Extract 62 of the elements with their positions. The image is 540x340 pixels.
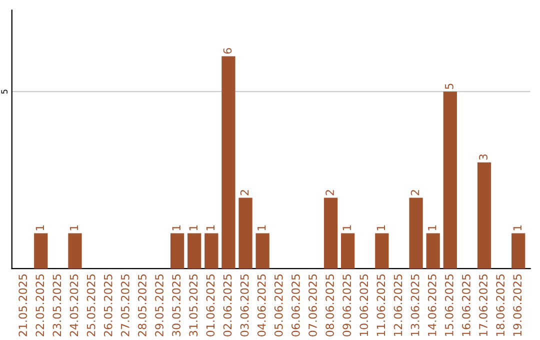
x-tick-label: 07.06.2025 — [308, 274, 317, 336]
bar — [340, 233, 355, 269]
bar — [443, 92, 457, 269]
x-tick-label: 15.06.2025 — [444, 274, 454, 336]
x-tick-label: 28.05.2025 — [138, 274, 146, 336]
x-tick-label: 05.06.2025 — [274, 274, 283, 336]
bar — [170, 233, 184, 269]
data-label: 1 — [36, 225, 44, 230]
x-tick-label: 08.06.2025 — [326, 274, 334, 336]
x-tick-label: 11.06.2025 — [376, 274, 386, 336]
bar — [324, 198, 338, 269]
x-tick-label: 21.05.2025 — [18, 274, 28, 336]
x-tick-label: 13.06.2025 — [410, 274, 420, 336]
bar — [188, 233, 202, 269]
x-tick-label: 18.06.2025 — [496, 274, 505, 336]
x-tick-label: 27.05.2025 — [120, 274, 130, 336]
bar — [238, 198, 252, 269]
data-label: 1 — [428, 225, 436, 230]
x-tick-label: 24.05.2025 — [70, 274, 78, 336]
x-tick-label: 02.06.2025 — [223, 274, 232, 336]
data-label: 2 — [240, 190, 249, 196]
x-tick-label: 16.06.2025 — [462, 274, 470, 336]
data-label: 1 — [513, 225, 522, 230]
x-tick-label: 03.06.2025 — [240, 274, 249, 336]
data-label: 1 — [342, 225, 351, 230]
x-tick-label: 01.06.2025 — [206, 274, 215, 336]
bar — [477, 162, 492, 269]
x-tick-label: 23.05.2025 — [52, 274, 62, 336]
data-label: 5 — [445, 84, 454, 89]
bar — [426, 233, 440, 269]
bar — [409, 198, 423, 269]
bar — [222, 56, 236, 269]
x-tick-label: 10.06.2025 — [360, 274, 368, 336]
bar — [34, 233, 48, 269]
data-label: 2 — [326, 190, 334, 196]
x-tick-label: 30.05.2025 — [172, 274, 181, 336]
data-label: 2 — [410, 190, 420, 196]
x-tick-label: 14.06.2025 — [428, 274, 436, 336]
x-tick-label: 12.06.2025 — [394, 274, 402, 336]
data-label: 1 — [172, 225, 180, 230]
x-tick-label: 25.05.2025 — [86, 274, 96, 336]
bar — [375, 233, 389, 269]
data-label: 1 — [206, 225, 214, 230]
x-tick-label: 22.05.2025 — [36, 274, 44, 336]
x-tick-label: 26.05.2025 — [104, 274, 112, 336]
x-tick-label: 29.05.2025 — [155, 274, 164, 336]
data-label: 1 — [376, 225, 385, 230]
bar — [204, 233, 218, 269]
bar — [512, 233, 526, 269]
data-label: 1 — [189, 225, 198, 230]
data-label: 1 — [70, 225, 78, 230]
x-tick-label: 19.06.2025 — [513, 274, 522, 336]
x-tick-label: 31.05.2025 — [189, 274, 198, 336]
bar — [68, 233, 82, 269]
x-tick-label: 17.06.2025 — [479, 274, 488, 336]
data-label: 6 — [223, 48, 232, 54]
x-tick-label: 06.06.2025 — [291, 274, 300, 336]
data-label: 1 — [258, 225, 266, 230]
x-tick-label: 04.06.2025 — [257, 274, 266, 336]
data-label: 3 — [479, 154, 488, 160]
bar — [256, 233, 270, 269]
x-tick-label: 09.06.2025 — [342, 274, 352, 336]
